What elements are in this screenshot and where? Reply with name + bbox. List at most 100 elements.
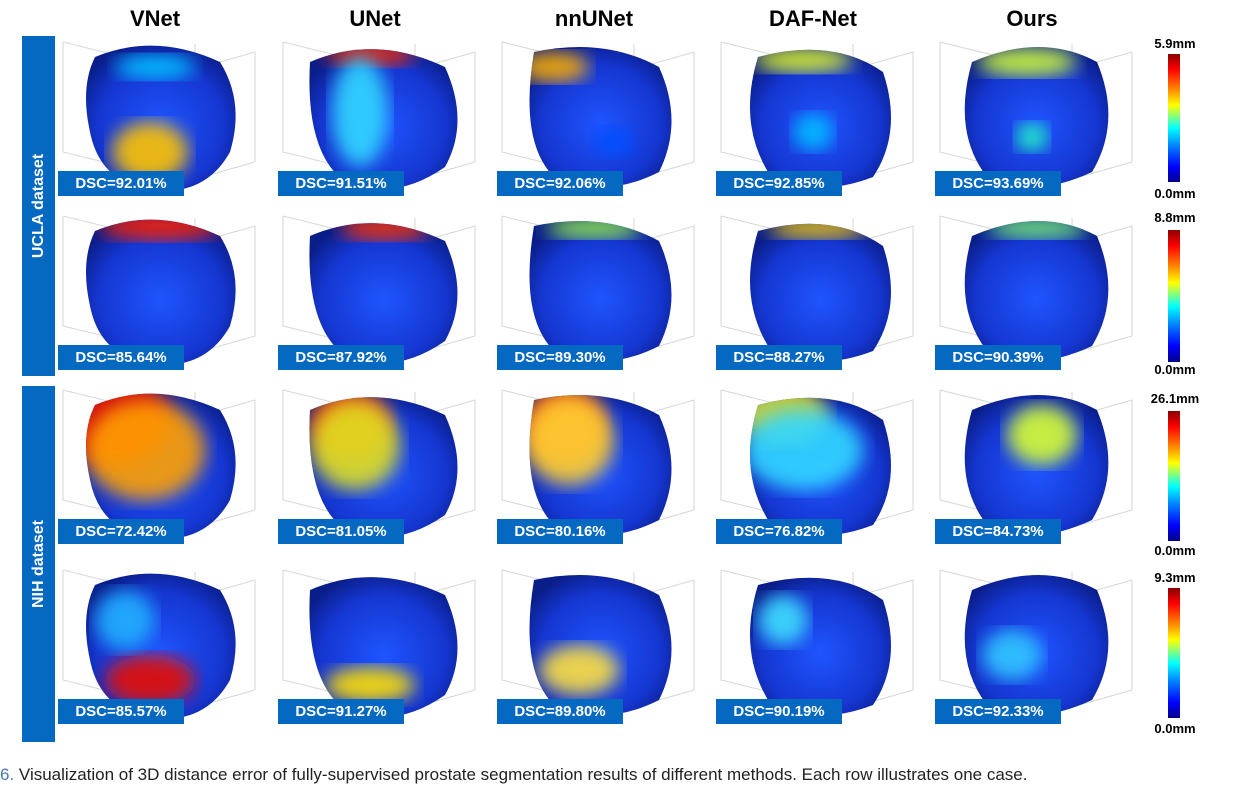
colorbar-gradient [1168,230,1180,362]
error-hotspot [539,645,619,695]
error-hotspot [325,49,415,66]
surface-cell: DSC=84.73% [932,380,1137,550]
surface-cell: DSC=91.27% [275,560,480,730]
dsc-label: DSC=88.27% [716,345,842,370]
distance-error-surface [62,41,256,191]
dsc-label: DSC=84.73% [935,519,1061,544]
surface-cell: DSC=92.01% [55,32,260,202]
surface-cell: DSC=76.82% [713,380,918,550]
column-header-vnet: VNet [129,6,181,31]
distance-error-surface [62,215,256,365]
dsc-label: DSC=91.51% [278,171,404,196]
error-hotspot [758,595,808,645]
distance-error-surface [720,569,914,716]
colorbar-gradient [1168,588,1180,718]
surface-cell: DSC=85.64% [55,206,260,376]
colorbar-min-label: 0.0mm [1154,721,1196,736]
dataset-label-ucla: UCLA dataset [22,36,55,376]
colorbar-min-label: 0.0mm [1154,186,1196,201]
prostate-surface [964,47,1109,188]
dataset-label-nih: NIH dataset [22,386,55,742]
prostate-surface [86,219,236,365]
distance-error-surface [501,389,695,536]
prostate-surface [529,221,672,362]
dataset-label-text: NIH dataset [29,519,47,609]
error-hotspot [95,590,155,650]
dsc-label: DSC=72.42% [58,519,184,544]
error-hotspot [529,395,614,485]
error-hotspot [977,48,1077,76]
colorbar-gradient [1168,54,1180,182]
prostate-surface [964,221,1109,362]
error-hotspot [793,114,833,150]
distance-error-surface [62,569,256,719]
colorbar-gradient [1168,411,1180,541]
colorbar-max-label: 9.3mm [1154,570,1196,585]
error-hotspot [594,127,634,157]
dsc-label: DSC=91.27% [278,699,404,724]
error-hotspot [750,410,863,490]
distance-error-surface [282,215,476,364]
dsc-label: DSC=90.39% [935,345,1061,370]
surface-cell: DSC=90.39% [932,206,1137,376]
colorbar-min-label: 0.0mm [1154,543,1196,558]
surface-cell: DSC=72.42% [55,380,260,550]
distance-error-surface [501,569,695,716]
error-hotspot [100,219,220,240]
error-hotspot [1007,405,1077,465]
dsc-label: DSC=92.33% [935,699,1061,724]
prostate-surface [529,575,672,716]
distance-error-surface [939,215,1133,362]
dsc-label: DSC=85.57% [58,699,184,724]
error-hotspot [529,52,589,82]
dsc-label: DSC=92.06% [497,171,623,196]
distance-error-surface [720,389,914,536]
error-hotspot [1016,123,1048,151]
distance-error-surface [282,569,476,718]
error-hotspot [768,223,868,238]
surface-cell: DSC=85.57% [55,560,260,730]
error-hotspot [982,630,1042,680]
error-hotspot [105,655,195,705]
distance-error-surface [282,389,476,538]
dsc-label: DSC=80.16% [497,519,623,544]
surface-cell: DSC=92.06% [494,32,699,202]
distance-error-surface [939,41,1133,188]
error-hotspot [340,223,430,240]
column-header-dafnet: DAF-Net [769,6,857,31]
surface-cell: DSC=93.69% [932,32,1137,202]
surface-cell: DSC=92.33% [932,560,1137,730]
surface-cell: DSC=89.80% [494,560,699,730]
caption-text: Visualization of 3D distance error of fu… [18,765,1028,784]
column-header-ours: Ours [1006,6,1058,31]
colorbar-min-label: 0.0mm [1154,362,1196,377]
error-hotspot [546,221,642,238]
distance-error-surface [501,215,695,362]
dsc-label: DSC=89.80% [497,699,623,724]
distance-error-surface [282,41,476,190]
error-hotspot [310,400,400,490]
dsc-label: DSC=92.85% [716,171,842,196]
dsc-label: DSC=93.69% [935,171,1061,196]
distance-error-surface [62,389,256,539]
colorbar-max-label: 5.9mm [1154,36,1196,51]
dsc-label: DSC=81.05% [278,519,404,544]
column-header-unet: UNet [349,6,401,31]
error-hotspot [112,122,188,182]
dsc-label: DSC=76.82% [716,519,842,544]
dsc-label: DSC=92.01% [58,171,184,196]
colorbar-max-label: 26.1mm [1150,391,1200,406]
distance-error-surface [501,41,695,188]
caption-number: 6. [0,765,15,784]
dsc-label: DSC=87.92% [278,345,404,370]
surface-cell: DSC=90.19% [713,560,918,730]
surface-cell: DSC=80.16% [494,380,699,550]
dsc-label: DSC=85.64% [58,345,184,370]
prostate-surface [750,223,891,362]
error-hotspot [753,49,853,72]
colorbar-max-label: 8.8mm [1154,210,1196,225]
error-hotspot [86,400,205,500]
distance-error-surface [939,389,1133,536]
distance-error-surface [720,41,914,188]
dataset-label-text: UCLA dataset [29,153,47,259]
